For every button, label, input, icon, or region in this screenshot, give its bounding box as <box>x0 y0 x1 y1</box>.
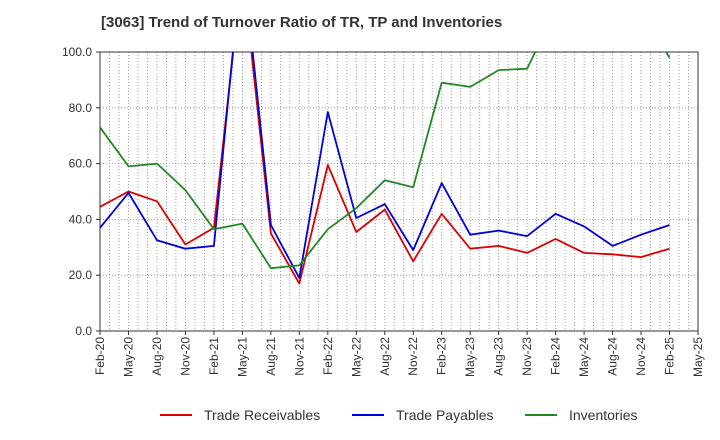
y-tick-label: 60.0 <box>69 157 93 171</box>
x-tick-label: Nov-20 <box>178 337 192 376</box>
x-tick-label: Feb-25 <box>663 337 677 375</box>
x-tick-label: Feb-22 <box>321 337 335 375</box>
y-tick-label: 80.0 <box>69 101 93 115</box>
y-axis: 0.0 20.0 40.0 60.0 80.0 100.0 <box>62 45 100 338</box>
x-tick-label: Aug-24 <box>606 337 620 376</box>
x-tick-label: Nov-22 <box>406 337 420 376</box>
legend-label: Trade Receivables <box>204 407 320 423</box>
x-tick-label: Aug-20 <box>150 337 164 376</box>
legend: Trade Receivables Trade Payables Inventori… <box>160 407 637 423</box>
series-group <box>100 52 671 285</box>
y-tick-label: 100.0 <box>62 45 92 59</box>
x-tick-label: May-24 <box>577 337 591 377</box>
y-tick-label: 40.0 <box>69 212 93 226</box>
x-tick-label: May-20 <box>121 337 135 377</box>
series-line-trade-receivables <box>100 52 670 285</box>
series-line-trade-payables <box>100 52 670 279</box>
x-tick-label: Aug-23 <box>492 337 506 376</box>
x-tick-label: Aug-21 <box>264 337 278 376</box>
x-tick-label: May-23 <box>463 337 477 377</box>
x-tick-label: May-21 <box>235 337 249 377</box>
grid <box>100 51 698 332</box>
chart-title: [3063] Trend of Turnover Ratio of TR, TP… <box>101 14 503 31</box>
y-tick-label: 0.0 <box>75 324 92 338</box>
x-axis: Feb-20 May-20 Aug-20 Nov-20 Feb-21 May-21 Aug-… <box>93 331 705 377</box>
series-line-inventories <box>100 52 671 270</box>
legend-label: Trade Payables <box>396 407 494 423</box>
x-tick-label: May-25 <box>691 337 705 377</box>
x-tick-label: Nov-23 <box>520 337 534 376</box>
x-tick-label: May-22 <box>349 337 363 377</box>
x-tick-label: Feb-24 <box>549 337 563 375</box>
plot-frame <box>99 51 699 332</box>
y-tick-label: 20.0 <box>69 268 93 282</box>
x-tick-label: Nov-21 <box>292 337 306 376</box>
x-tick-label: Feb-20 <box>93 337 107 375</box>
x-tick-label: Feb-21 <box>207 337 221 375</box>
legend-label: Inventories <box>569 407 637 423</box>
x-tick-label: Feb-23 <box>435 337 449 375</box>
x-tick-label: Nov-24 <box>634 337 648 376</box>
x-tick-label: Aug-22 <box>378 337 392 376</box>
